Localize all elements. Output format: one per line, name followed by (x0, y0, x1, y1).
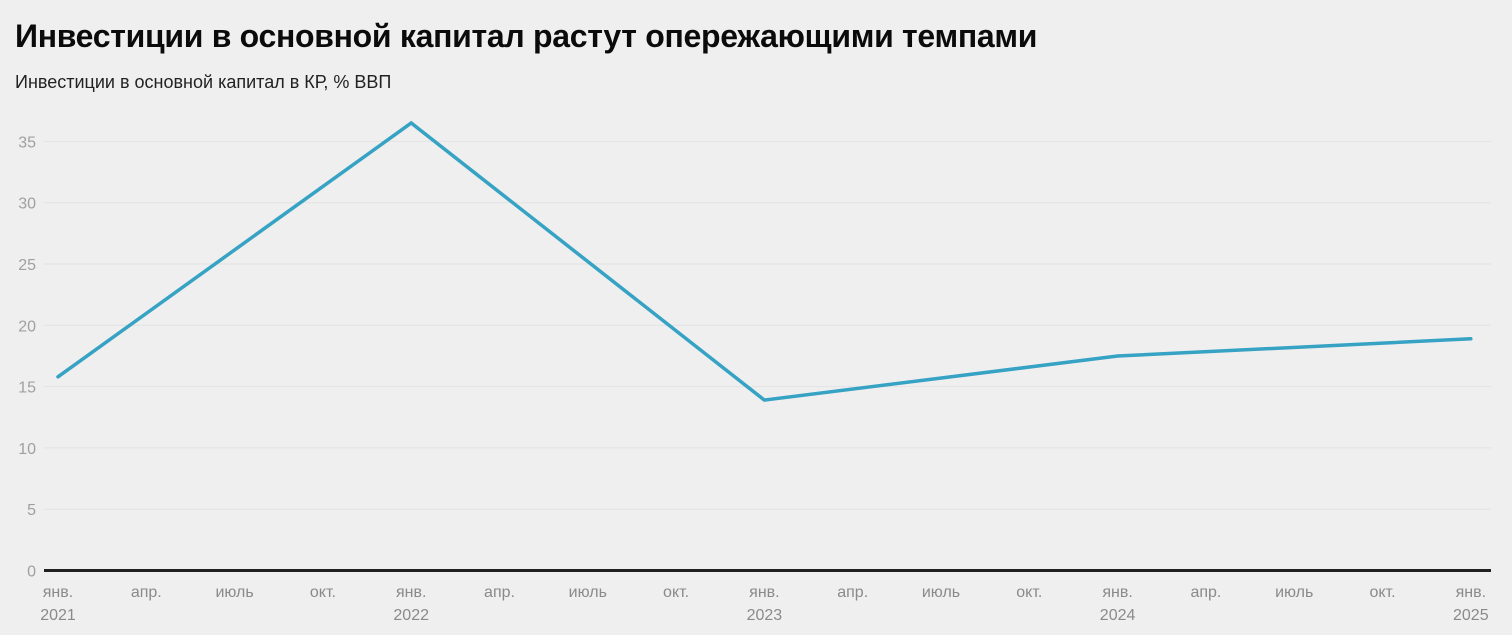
y-tick-label: 5 (27, 502, 36, 519)
x-tick-month-label: янв. (43, 584, 73, 601)
x-tick-year-label: 2024 (1100, 607, 1136, 624)
x-tick-year-label: 2022 (393, 607, 429, 624)
x-tick-month-label: окт. (663, 584, 689, 601)
investment-line (56, 120, 1473, 402)
x-tick-year-label: 2021 (40, 607, 76, 624)
chart-title: Инвестиции в основной капитал растут опе… (15, 18, 1038, 54)
y-tick-label: 35 (18, 134, 36, 151)
y-tick-label: 15 (18, 380, 36, 397)
y-tick-label: 30 (18, 196, 36, 213)
chart-subtitle: Инвестиции в основной капитал в КР, % ВВ… (15, 72, 392, 92)
y-tick-label: 25 (18, 257, 36, 274)
x-tick-month-label: янв. (749, 584, 779, 601)
x-tick-year-label: 2025 (1453, 607, 1489, 624)
x-tick-month-label: апр. (131, 584, 162, 601)
x-tick-month-label: окт. (1016, 584, 1042, 601)
y-tick-label: 0 (27, 564, 36, 581)
x-tick-year-label: 2023 (747, 607, 783, 624)
x-tick-month-label: июль (1275, 584, 1313, 601)
x-tick-month-label: апр. (1190, 584, 1221, 601)
x-tick-month-label: июль (922, 584, 960, 601)
y-tick-label: 10 (18, 441, 36, 458)
x-tick-month-label: июль (569, 584, 607, 601)
x-tick-month-label: янв. (1456, 584, 1486, 601)
x-tick-month-label: окт. (310, 584, 336, 601)
x-tick-month-label: июль (215, 584, 253, 601)
x-tick-month-label: апр. (837, 584, 868, 601)
x-tick-month-label: окт. (1369, 584, 1395, 601)
x-tick-month-label: янв. (1102, 584, 1132, 601)
y-tick-label: 20 (18, 318, 36, 335)
x-tick-month-label: апр. (484, 584, 515, 601)
x-tick-month-label: янв. (396, 584, 426, 601)
